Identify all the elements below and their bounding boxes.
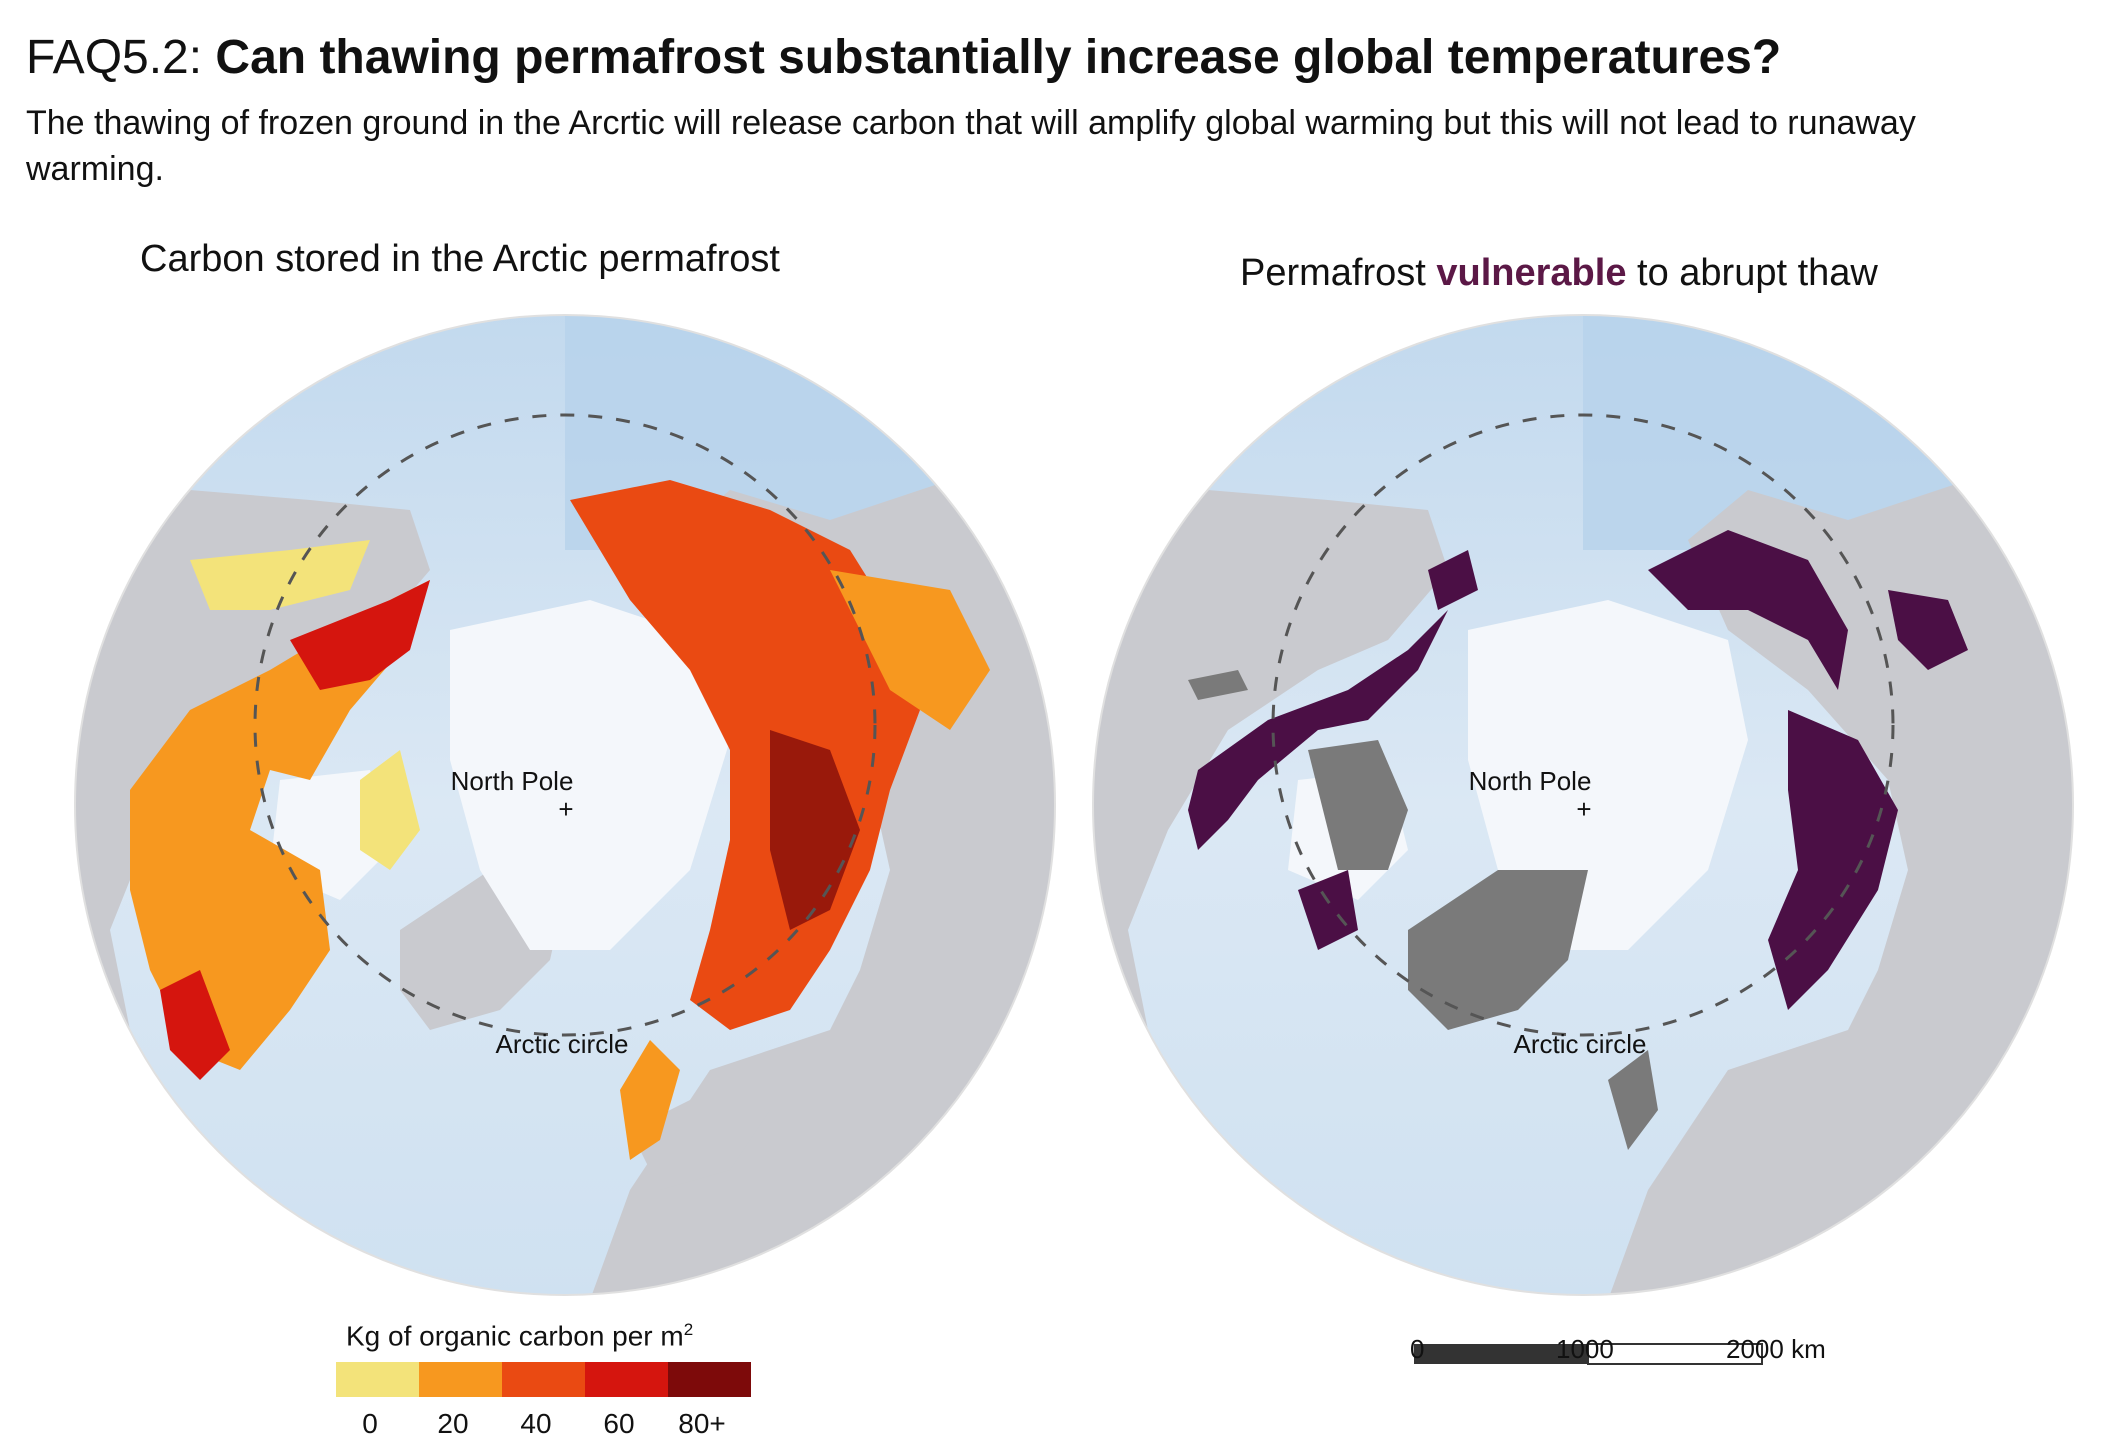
north-america-permafrost <box>130 580 430 1070</box>
legend-tick-2: 40 <box>520 1408 552 1439</box>
north-america-land <box>1093 490 1448 1070</box>
yakutia-vulnerable <box>1888 590 1968 670</box>
east-siberia-carbon <box>830 570 990 730</box>
scale-label-1000: 1000 <box>1556 1334 1614 1364</box>
scale-label-2000: 2000 km <box>1726 1334 1826 1364</box>
arctic-islands-carbon <box>360 750 420 870</box>
western-canada-low-carbon <box>190 540 370 610</box>
legend-color-scale <box>336 1362 751 1397</box>
north-america-vulnerable <box>1188 610 1448 850</box>
figure-subtitle: The thawing of frozen ground in the Arcr… <box>26 104 1916 188</box>
right-title-part1: Permafrost <box>1240 252 1437 294</box>
small-permafrost-patch <box>1188 670 1248 700</box>
scale-bar-empty <box>1587 1343 1763 1365</box>
arctic-circle-line <box>253 413 877 1037</box>
arctic-archipelago-permafrost <box>1308 740 1408 870</box>
legend-swatch-0 <box>336 1362 419 1397</box>
legend-swatch-2 <box>502 1362 585 1397</box>
alaska-vulnerable-patch <box>1428 550 1478 610</box>
pacific-shaded-area <box>1583 315 2073 550</box>
scandinavia-carbon <box>620 1040 680 1160</box>
hudson-lowlands-carbon <box>160 970 230 1080</box>
alaska-high-carbon <box>290 580 430 690</box>
map-border <box>74 314 1056 1296</box>
figure-title: FAQ5.2: Can thawing permafrost substanti… <box>26 28 1781 88</box>
right-title-part2: to abrupt thaw <box>1626 252 1878 294</box>
north-pole-mark: + <box>1576 794 1591 824</box>
north-pole-mark: + <box>558 794 573 824</box>
north-pole-label: North Pole <box>451 766 574 796</box>
legend-title-sup: 2 <box>683 1320 694 1339</box>
legend-swatch-4 <box>668 1362 751 1397</box>
figure-question: Can thawing permafrost substantially inc… <box>215 31 1782 84</box>
scale-label-0: 0 <box>1410 1334 1425 1364</box>
vulnerability-map: North Pole + Arctic circle <box>1092 314 2074 1296</box>
canada-vulnerable-patch <box>1298 870 1358 950</box>
west-siberia-vulnerable <box>1768 710 1898 1010</box>
arctic-circle-label: Arctic circle <box>496 1029 629 1059</box>
legend-tick-0: 0 <box>362 1408 378 1439</box>
scandinavia-permafrost <box>1608 1050 1658 1150</box>
greenland-permafrost <box>1408 870 1588 1030</box>
arctic-sea-ice <box>450 600 730 950</box>
siberia-high-carbon <box>770 730 860 930</box>
arctic-sea-ice <box>1468 600 1748 950</box>
legend-title: Kg of organic carbon per m2 <box>346 1320 693 1352</box>
left-panel-title: Carbon stored in the Arctic permafrost <box>140 238 780 280</box>
right-panel-title: Permafrost vulnerable to abrupt thaw <box>1240 252 1878 295</box>
legend-tick-3: 60 <box>603 1408 635 1439</box>
figure-number: FAQ5.2: <box>26 31 216 84</box>
map-border <box>1092 314 2074 1296</box>
legend-swatch-1 <box>419 1362 502 1397</box>
legend-tick-1: 20 <box>437 1408 469 1439</box>
carbon-map: North Pole + Arctic circle <box>74 314 1056 1296</box>
scale-bar-filled <box>1414 1344 1588 1364</box>
arctic-circle-label: Arctic circle <box>1514 1029 1647 1059</box>
right-title-highlight: vulnerable <box>1436 252 1627 294</box>
north-pole-label: North Pole <box>1469 766 1592 796</box>
legend-swatch-3 <box>585 1362 668 1397</box>
arctic-circle-line <box>1271 413 1895 1037</box>
legend-tick-4: 80+ <box>678 1408 726 1439</box>
scale-bar <box>1414 1343 1763 1365</box>
east-siberia-vulnerable <box>1648 530 1848 690</box>
eurasia-land <box>1608 480 2073 1295</box>
legend-title-text: Kg of organic carbon per m <box>346 1320 684 1352</box>
